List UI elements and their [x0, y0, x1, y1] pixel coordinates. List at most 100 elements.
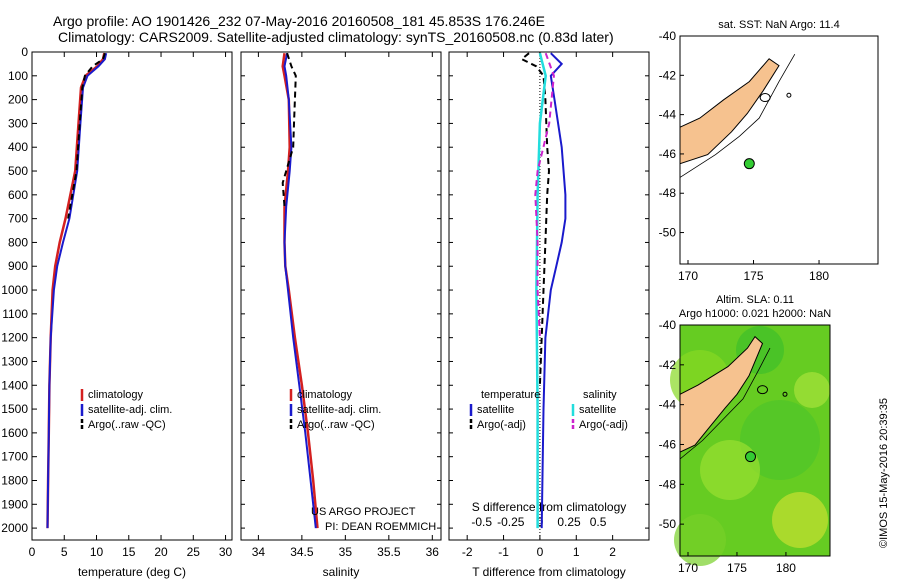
series-line-cyan	[535, 52, 547, 529]
x-top-axis-label: S difference from climatology	[472, 500, 627, 514]
series-line-magenta-dash	[534, 52, 555, 338]
map-x-tick-label: 175	[727, 561, 747, 575]
y-tick-label: 600	[8, 188, 28, 202]
x-axis-label: T difference from climatology	[472, 565, 626, 579]
x-top-tick-label: -0.5	[471, 515, 492, 529]
y-tick-label: 0	[21, 45, 28, 59]
series-line-blue	[283, 53, 317, 529]
x-tick-label: 15	[122, 545, 136, 559]
y-tick-label: 2000	[1, 521, 28, 535]
title-line-1: Argo profile: AO 1901426_232 07-May-2016…	[53, 13, 545, 29]
plot-frame-difference	[448, 51, 650, 541]
legend-label: satellite-adj. clim.	[297, 404, 381, 416]
island-outline	[757, 385, 768, 395]
legend-title: salinity	[583, 389, 617, 401]
y-tick-label: 1400	[1, 378, 28, 392]
map-y-tick-label: -48	[659, 477, 677, 491]
y-tick-label: 700	[8, 212, 28, 226]
x-top-tick-label: 0.25	[557, 515, 581, 529]
map-title: Altim. SLA: 0.11	[716, 294, 794, 306]
y-tick-label: 1900	[1, 497, 28, 511]
map-y-tick-label: -40	[659, 318, 677, 332]
x-tick-label: 25	[187, 545, 201, 559]
x-tick-label: 0	[537, 545, 544, 559]
series-line-blue	[46, 52, 108, 529]
panel-difference: -2 -1 0 1 2 T difference from climatology -0.5…	[448, 51, 650, 579]
sla-anomaly	[794, 372, 830, 408]
legend-label: Argo(-adj)	[477, 419, 526, 431]
imos-credit: ©IMOS 15-May-2016 20:39:35	[878, 398, 890, 548]
x-axis-label: salinity	[323, 565, 360, 579]
legend-label: Argo(-adj)	[579, 419, 628, 431]
x-tick-label: 34	[252, 545, 266, 559]
x-tick-label: 36	[426, 545, 440, 559]
map-x-tick-label: 170	[678, 269, 698, 283]
map-x-tick-label: 180	[776, 561, 796, 575]
map-y-tick-label: -50	[659, 226, 677, 240]
y-tick-label: 400	[8, 140, 28, 154]
sla-anomaly	[700, 440, 760, 500]
legend-label: satellite	[579, 404, 616, 416]
legend-label: Argo(..raw -QC)	[297, 419, 375, 431]
y-tick-label: 100	[8, 69, 28, 83]
map-title: Argo h1000: 0.021 h2000: NaN	[679, 308, 831, 320]
y-tick-label: 1000	[1, 283, 28, 297]
x-tick-label: 10	[90, 545, 104, 559]
argo-float-marker	[743, 158, 755, 170]
y-tick-label: 200	[8, 93, 28, 107]
map-frame	[679, 35, 879, 265]
x-tick-label: -2	[462, 545, 473, 559]
y-tick-label: 1200	[1, 331, 28, 345]
map-y-tick-label: -46	[659, 437, 677, 451]
y-tick-label: 1800	[1, 473, 28, 487]
y-tick-label: 300	[8, 116, 28, 130]
map-sla: -40 -42 -44 -46 -48 -50 170 175 180 Altim. SLA: 0…	[659, 294, 832, 575]
map-y-tick-label: -44	[659, 108, 677, 122]
sla-anomaly	[674, 514, 726, 566]
y-tick-label: 900	[8, 259, 28, 273]
x-tick-label: 20	[154, 545, 168, 559]
island-outline	[786, 92, 792, 98]
map-x-tick-label: 170	[678, 561, 698, 575]
series-line-black-dash	[281, 52, 297, 207]
y-tick-label: 800	[8, 235, 28, 249]
plot-frame-salinity	[240, 51, 442, 541]
x-top-tick-label: 0	[537, 515, 544, 529]
legend-label: climatology	[88, 389, 144, 401]
x-top-tick-label: 0.5	[590, 515, 607, 529]
legend-label: satellite	[477, 404, 514, 416]
map-sst: -40 -42 -44 -46 -48 -50 170 175 180 sat. SST: NaN…	[659, 19, 879, 283]
x-tick-label: 1	[573, 545, 580, 559]
legend-title: temperature	[481, 389, 540, 401]
series-line-black-dash	[519, 52, 551, 386]
map-y-tick-label: -40	[659, 29, 677, 43]
map-frame	[679, 324, 831, 557]
map-x-tick-label: 180	[809, 269, 829, 283]
x-tick-label: 34.5	[290, 545, 314, 559]
x-top-tick-label: -0.25	[497, 515, 525, 529]
panel-temperature: 0 5 10 15 20 25 30 temperature (deg C) 0 100 200 30…	[1, 45, 232, 579]
y-tick-label: 1300	[1, 354, 28, 368]
map-y-tick-label: -42	[659, 358, 677, 372]
land-mass	[679, 58, 780, 165]
y-tick-label: 500	[8, 164, 28, 178]
project-credit: US ARGO PROJECT	[311, 506, 416, 518]
y-tick-label: 1600	[1, 426, 28, 440]
x-tick-label: 35.5	[377, 545, 401, 559]
series-line-red	[46, 52, 106, 529]
x-axis-label: temperature (deg C)	[78, 565, 186, 579]
x-tick-label: -1	[498, 545, 509, 559]
header: Argo profile: AO 1901426_232 07-May-2016…	[0, 0, 650, 48]
y-tick-label: 1500	[1, 402, 28, 416]
map-y-tick-label: -50	[659, 517, 677, 531]
depth-contour	[679, 54, 796, 178]
depth-contour	[679, 347, 771, 460]
argo-float-marker	[745, 451, 756, 463]
x-tick-label: 5	[61, 545, 68, 559]
map-y-tick-label: -48	[659, 186, 677, 200]
map-title: sat. SST: NaN Argo: 11.4	[718, 19, 839, 31]
x-tick-label: 35	[339, 545, 353, 559]
island-outline	[782, 391, 788, 397]
legend-label: climatology	[297, 389, 353, 401]
